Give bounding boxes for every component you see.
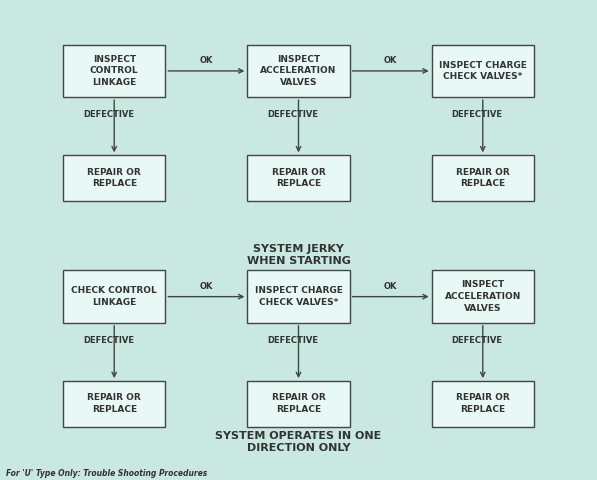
Text: INSPECT
CONTROL
LINKAGE: INSPECT CONTROL LINKAGE bbox=[90, 55, 139, 87]
Text: INSPECT CHARGE
CHECK VALVES*: INSPECT CHARGE CHECK VALVES* bbox=[439, 60, 527, 81]
Text: OK: OK bbox=[199, 57, 213, 65]
Text: DEFECTIVE: DEFECTIVE bbox=[83, 336, 134, 345]
Text: OK: OK bbox=[384, 282, 398, 291]
Text: OK: OK bbox=[199, 282, 213, 291]
FancyBboxPatch shape bbox=[247, 155, 350, 201]
FancyBboxPatch shape bbox=[63, 155, 165, 201]
FancyBboxPatch shape bbox=[432, 381, 534, 427]
FancyBboxPatch shape bbox=[247, 45, 350, 97]
Text: DEFECTIVE: DEFECTIVE bbox=[83, 110, 134, 120]
Text: DEFECTIVE: DEFECTIVE bbox=[267, 336, 318, 345]
Text: REPAIR OR
REPLACE: REPAIR OR REPLACE bbox=[456, 394, 510, 414]
Text: INSPECT
ACCELERATION
VALVES: INSPECT ACCELERATION VALVES bbox=[445, 280, 521, 313]
Text: DEFECTIVE: DEFECTIVE bbox=[451, 336, 503, 345]
Text: OK: OK bbox=[384, 57, 398, 65]
Text: REPAIR OR
REPLACE: REPAIR OR REPLACE bbox=[272, 168, 325, 189]
Text: CHECK CONTROL
LINKAGE: CHECK CONTROL LINKAGE bbox=[71, 286, 157, 307]
Text: INSPECT CHARGE
CHECK VALVES*: INSPECT CHARGE CHECK VALVES* bbox=[254, 286, 343, 307]
Text: DEFECTIVE: DEFECTIVE bbox=[451, 110, 503, 120]
Text: SYSTEM OPERATES IN ONE
DIRECTION ONLY: SYSTEM OPERATES IN ONE DIRECTION ONLY bbox=[216, 431, 381, 453]
Text: REPAIR OR
REPLACE: REPAIR OR REPLACE bbox=[456, 168, 510, 189]
FancyBboxPatch shape bbox=[247, 381, 350, 427]
FancyBboxPatch shape bbox=[63, 270, 165, 323]
Text: DEFECTIVE: DEFECTIVE bbox=[267, 110, 318, 120]
FancyBboxPatch shape bbox=[63, 45, 165, 97]
FancyBboxPatch shape bbox=[247, 270, 350, 323]
Text: REPAIR OR
REPLACE: REPAIR OR REPLACE bbox=[87, 168, 141, 189]
Text: For 'U' Type Only: Trouble Shooting Procedures: For 'U' Type Only: Trouble Shooting Proc… bbox=[6, 468, 207, 478]
Text: REPAIR OR
REPLACE: REPAIR OR REPLACE bbox=[272, 394, 325, 414]
FancyBboxPatch shape bbox=[432, 155, 534, 201]
FancyBboxPatch shape bbox=[432, 45, 534, 97]
Text: REPAIR OR
REPLACE: REPAIR OR REPLACE bbox=[87, 394, 141, 414]
FancyBboxPatch shape bbox=[432, 270, 534, 323]
Text: SYSTEM JERKY
WHEN STARTING: SYSTEM JERKY WHEN STARTING bbox=[247, 244, 350, 266]
FancyBboxPatch shape bbox=[63, 381, 165, 427]
Text: INSPECT
ACCELERATION
VALVES: INSPECT ACCELERATION VALVES bbox=[260, 55, 337, 87]
